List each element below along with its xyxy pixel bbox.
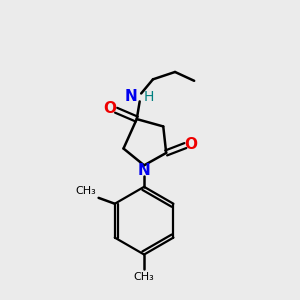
Text: H: H (144, 90, 154, 104)
Text: N: N (124, 89, 137, 104)
Text: O: O (184, 136, 197, 152)
Text: CH₃: CH₃ (134, 272, 154, 282)
Text: CH₃: CH₃ (76, 186, 97, 196)
Text: N: N (138, 163, 151, 178)
Text: O: O (104, 101, 117, 116)
